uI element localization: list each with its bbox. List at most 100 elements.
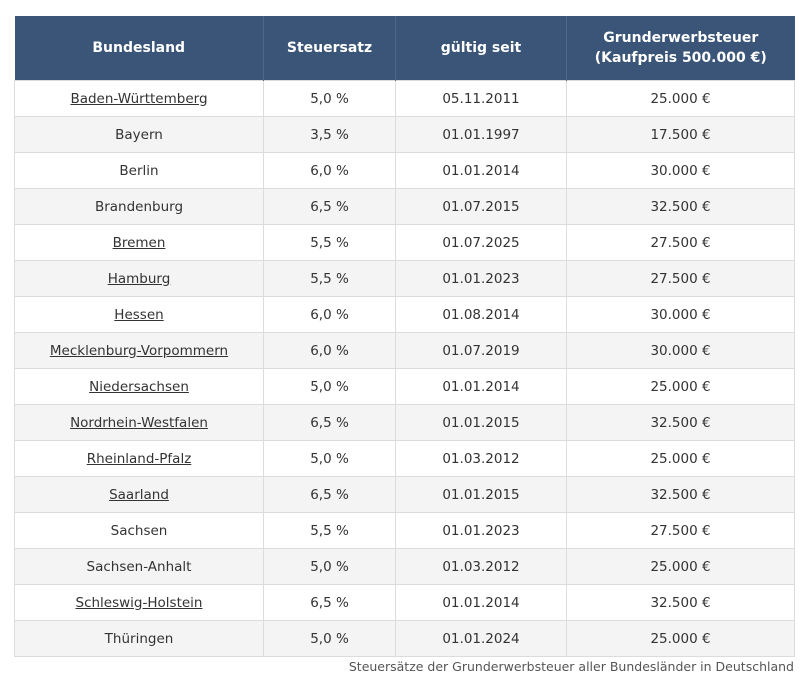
cell-tax: 27.500 €	[566, 224, 795, 261]
table-row: Nordrhein-Westfalen 6,5 % 01.01.2015 32.500…	[14, 404, 795, 441]
table-row: Rheinland-Pfalz 5,0 % 01.03.2012 25.000 €	[14, 440, 795, 477]
cell-state: Mecklenburg-Vorpommern	[14, 332, 264, 369]
cell-state: Baden-Württemberg	[14, 80, 264, 117]
cell-state: Berlin	[14, 152, 264, 189]
header-tax-title: Grunderwerbsteuer	[603, 30, 759, 46]
state-link[interactable]: Nordrhein-Westfalen	[70, 414, 208, 431]
table-row: Thüringen 5,0 % 01.01.2024 25.000 €	[14, 620, 795, 657]
table-row: Sachsen 5,5 % 01.01.2023 27.500 €	[14, 512, 795, 549]
cell-valid-since: 01.01.2024	[395, 620, 567, 657]
cell-rate: 6,0 %	[263, 332, 396, 369]
cell-tax: 25.000 €	[566, 548, 795, 585]
cell-valid-since: 01.07.2015	[395, 188, 567, 225]
cell-rate: 5,0 %	[263, 368, 396, 405]
cell-rate: 6,0 %	[263, 152, 396, 189]
cell-tax: 25.000 €	[566, 80, 795, 117]
cell-valid-since: 01.01.2023	[395, 512, 567, 549]
cell-valid-since: 01.07.2019	[395, 332, 567, 369]
cell-rate: 5,5 %	[263, 260, 396, 297]
table-row: Hamburg 5,5 % 01.01.2023 27.500 €	[14, 260, 795, 297]
table-row: Brandenburg 6,5 % 01.07.2015 32.500 €	[14, 188, 795, 225]
state-link[interactable]: Saarland	[109, 486, 169, 503]
state-link[interactable]: Rheinland-Pfalz	[86, 450, 192, 467]
cell-valid-since: 01.01.1997	[395, 116, 567, 153]
tax-table-container: Bundesland Steuersatz gültig seit Grunde…	[14, 16, 795, 657]
cell-rate: 3,5 %	[263, 116, 396, 153]
cell-tax: 30.000 €	[566, 332, 795, 369]
header-tax: Grunderwerbsteuer (Kaufpreis 500.000 €)	[566, 16, 795, 81]
cell-tax: 32.500 €	[566, 404, 795, 441]
state-link[interactable]: Schleswig-Holstein	[75, 594, 203, 611]
cell-state: Bayern	[14, 116, 264, 153]
cell-state: Brandenburg	[14, 188, 264, 225]
cell-state: Niedersachsen	[14, 368, 264, 405]
cell-tax: 27.500 €	[566, 512, 795, 549]
cell-rate: 6,5 %	[263, 476, 396, 513]
cell-valid-since: 01.01.2015	[395, 476, 567, 513]
table-header: Bundesland Steuersatz gültig seit Grunde…	[14, 16, 795, 81]
cell-rate: 5,0 %	[263, 548, 396, 585]
table-row: Sachsen-Anhalt 5,0 % 01.03.2012 25.000 €	[14, 548, 795, 585]
cell-state: Hessen	[14, 296, 264, 333]
header-rate: Steuersatz	[263, 16, 396, 81]
cell-state: Bremen	[14, 224, 264, 261]
cell-state: Rheinland-Pfalz	[14, 440, 264, 477]
cell-tax: 27.500 €	[566, 260, 795, 297]
cell-state: Thüringen	[14, 620, 264, 657]
cell-state: Nordrhein-Westfalen	[14, 404, 264, 441]
table-row: Saarland 6,5 % 01.01.2015 32.500 €	[14, 476, 795, 513]
cell-rate: 6,5 %	[263, 404, 396, 441]
cell-tax: 17.500 €	[566, 116, 795, 153]
state-link[interactable]: Hessen	[114, 306, 164, 323]
cell-valid-since: 01.01.2014	[395, 152, 567, 189]
table-body: Baden-Württemberg 5,0 % 05.11.2011 25.000 €…	[14, 80, 795, 657]
cell-valid-since: 01.01.2023	[395, 260, 567, 297]
cell-rate: 5,5 %	[263, 512, 396, 549]
state-name: Thüringen	[104, 630, 174, 647]
cell-state: Sachsen-Anhalt	[14, 548, 264, 585]
cell-rate: 5,5 %	[263, 224, 396, 261]
cell-tax: 30.000 €	[566, 296, 795, 333]
cell-tax: 25.000 €	[566, 368, 795, 405]
state-name: Berlin	[119, 162, 159, 179]
cell-rate: 6,5 %	[263, 584, 396, 621]
state-link[interactable]: Bremen	[112, 234, 166, 251]
cell-tax: 25.000 €	[566, 620, 795, 657]
cell-rate: 6,0 %	[263, 296, 396, 333]
table-row: Berlin 6,0 % 01.01.2014 30.000 €	[14, 152, 795, 189]
tax-table: Bundesland Steuersatz gültig seit Grunde…	[14, 16, 795, 657]
cell-rate: 5,0 %	[263, 440, 396, 477]
cell-tax: 32.500 €	[566, 476, 795, 513]
table-row: Hessen 6,0 % 01.08.2014 30.000 €	[14, 296, 795, 333]
cell-tax: 25.000 €	[566, 440, 795, 477]
table-row: Baden-Württemberg 5,0 % 05.11.2011 25.000 €	[14, 80, 795, 117]
table-row: Bayern 3,5 % 01.01.1997 17.500 €	[14, 116, 795, 153]
cell-rate: 5,0 %	[263, 620, 396, 657]
cell-valid-since: 01.08.2014	[395, 296, 567, 333]
table-row: Schleswig-Holstein 6,5 % 01.01.2014 32.500 …	[14, 584, 795, 621]
cell-tax: 30.000 €	[566, 152, 795, 189]
state-link[interactable]: Mecklenburg-Vorpommern	[49, 342, 229, 359]
state-name: Sachsen-Anhalt	[86, 558, 192, 575]
state-link[interactable]: Baden-Württemberg	[70, 90, 208, 107]
state-name: Sachsen	[110, 522, 168, 539]
cell-valid-since: 01.01.2014	[395, 584, 567, 621]
cell-tax: 32.500 €	[566, 584, 795, 621]
cell-state: Sachsen	[14, 512, 264, 549]
table-row: Niedersachsen 5,0 % 01.01.2014 25.000 €	[14, 368, 795, 405]
cell-valid-since: 01.07.2025	[395, 224, 567, 261]
state-link[interactable]: Hamburg	[107, 270, 171, 287]
header-tax-subtitle: (Kaufpreis 500.000 €)	[594, 50, 767, 66]
header-valid-since: gültig seit	[395, 16, 567, 81]
table-caption: Steuersätze der Grunderwerbsteuer aller …	[348, 659, 794, 674]
state-name: Bayern	[115, 126, 163, 143]
state-link[interactable]: Niedersachsen	[89, 378, 189, 395]
cell-valid-since: 01.01.2014	[395, 368, 567, 405]
header-state: Bundesland	[14, 16, 264, 81]
cell-rate: 5,0 %	[263, 80, 396, 117]
cell-state: Hamburg	[14, 260, 264, 297]
cell-valid-since: 01.03.2012	[395, 440, 567, 477]
cell-tax: 32.500 €	[566, 188, 795, 225]
table-row: Mecklenburg-Vorpommern 6,0 % 01.07.2019 30.…	[14, 332, 795, 369]
cell-state: Saarland	[14, 476, 264, 513]
